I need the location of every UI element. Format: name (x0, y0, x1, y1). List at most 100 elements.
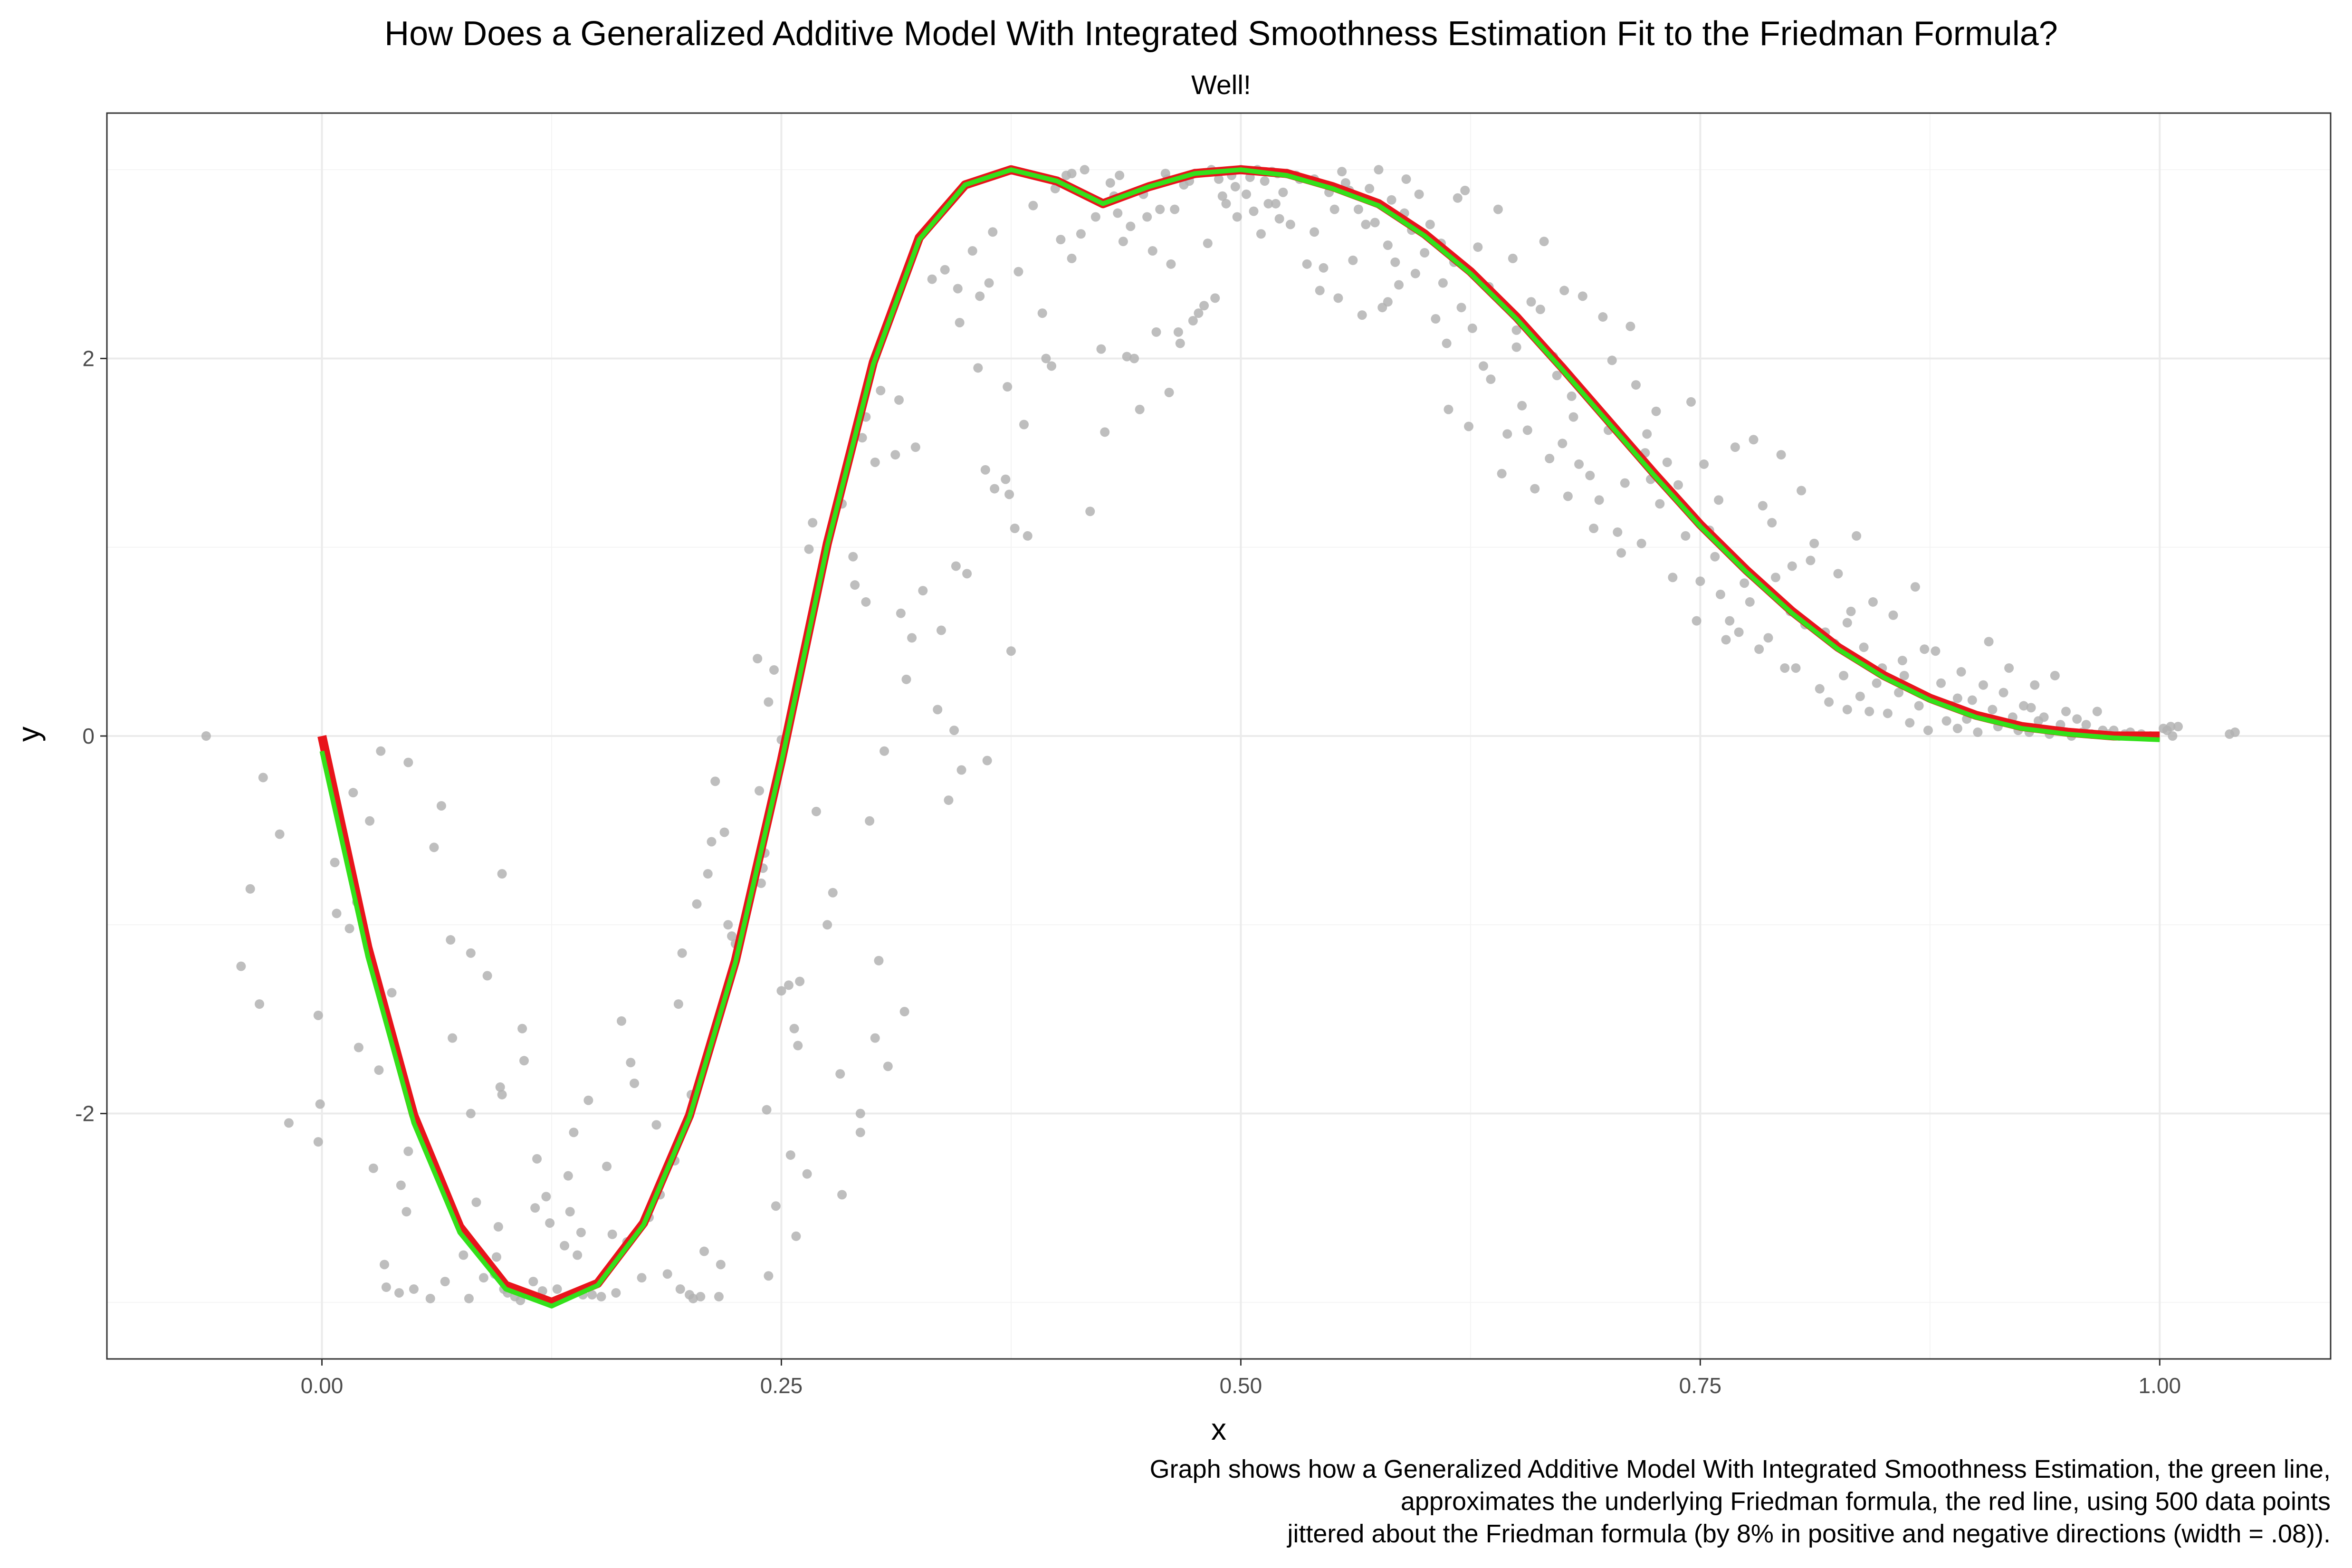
data-point (330, 858, 340, 868)
data-point (762, 1105, 772, 1115)
data-point (1699, 459, 1709, 469)
data-point (1651, 406, 1661, 416)
data-point (348, 788, 358, 798)
caption-line-3: jittered about the Friedman formula (by … (1286, 1520, 2331, 1548)
data-point (1910, 582, 1920, 592)
data-point (784, 980, 794, 990)
data-point (466, 948, 476, 958)
data-point (573, 1250, 583, 1260)
data-point (1967, 695, 1977, 705)
data-point (1552, 371, 1562, 381)
data-point (1745, 597, 1755, 607)
data-point (1855, 691, 1865, 701)
data-point (1467, 323, 1477, 333)
data-point (1118, 237, 1128, 247)
data-point (764, 697, 774, 707)
data-point (723, 920, 733, 930)
data-point (1692, 616, 1702, 626)
data-point (495, 1082, 505, 1092)
data-point (1001, 474, 1011, 484)
data-point (855, 1128, 865, 1138)
data-point (1558, 439, 1568, 449)
data-point (2230, 727, 2240, 737)
data-point (255, 999, 265, 1009)
data-point (587, 1290, 597, 1300)
data-point (940, 265, 950, 275)
data-point (876, 385, 886, 395)
data-point (1085, 507, 1095, 516)
data-point (387, 988, 397, 998)
data-point (565, 1207, 575, 1217)
data-point (1142, 212, 1152, 222)
data-point (1530, 484, 1540, 494)
data-point (519, 1056, 529, 1066)
data-point (1508, 253, 1518, 263)
data-point (258, 773, 268, 783)
data-point (1797, 486, 1807, 496)
data-point (394, 1288, 404, 1298)
data-point (236, 961, 246, 971)
data-point (275, 829, 285, 839)
chart-title: How Does a Generalized Additive Model Wi… (384, 15, 2058, 53)
data-point (354, 1042, 363, 1052)
data-point (1056, 235, 1066, 245)
data-point (1767, 518, 1777, 528)
data-point (1329, 204, 1339, 214)
data-point (1715, 590, 1725, 600)
data-point (1126, 221, 1136, 231)
data-point (883, 1061, 893, 1071)
data-point (880, 746, 889, 756)
data-point (1859, 642, 1869, 652)
data-point (403, 1147, 413, 1156)
data-point (1129, 354, 1139, 363)
data-point (2039, 712, 2049, 722)
data-point (850, 580, 860, 590)
data-point (1302, 259, 1312, 269)
data-point (1905, 718, 1915, 728)
data-point (1100, 427, 1110, 437)
data-point (1559, 286, 1569, 296)
data-point (1899, 670, 1909, 680)
data-point (596, 1291, 606, 1301)
data-point (1037, 308, 1047, 318)
data-point (464, 1293, 474, 1303)
data-point (396, 1180, 406, 1190)
data-point (1920, 644, 1930, 654)
data-point (1568, 412, 1578, 422)
data-point (1721, 635, 1731, 645)
data-point (1221, 199, 1231, 209)
data-point (1199, 301, 1209, 311)
data-point (532, 1154, 542, 1164)
data-point (1952, 724, 1962, 734)
data-point (1390, 257, 1400, 267)
data-point (1978, 680, 1988, 690)
data-point (1420, 248, 1430, 258)
data-point (1787, 561, 1797, 571)
data-point (699, 1246, 709, 1256)
data-point (1842, 618, 1852, 628)
data-point (576, 1227, 586, 1237)
data-point (1620, 478, 1630, 488)
data-point (808, 518, 818, 528)
data-point (1607, 355, 1617, 365)
x-tick-label: 0.50 (1220, 1373, 1262, 1398)
data-point (630, 1078, 640, 1088)
data-point (651, 1120, 661, 1130)
data-point (1973, 727, 1983, 737)
data-point (1006, 646, 1016, 656)
data-point (1776, 450, 1786, 460)
data-point (1319, 263, 1329, 273)
data-point (583, 1095, 593, 1105)
data-point (776, 986, 786, 996)
data-point (1502, 429, 1512, 439)
data-point (1710, 552, 1720, 562)
data-point (910, 442, 920, 452)
data-point (1217, 191, 1227, 201)
data-point (1806, 555, 1816, 565)
data-point (1763, 633, 1773, 643)
data-point (802, 1169, 812, 1179)
data-point (637, 1273, 647, 1283)
data-point (1842, 705, 1852, 715)
data-point (1668, 573, 1678, 583)
data-point (865, 816, 875, 826)
